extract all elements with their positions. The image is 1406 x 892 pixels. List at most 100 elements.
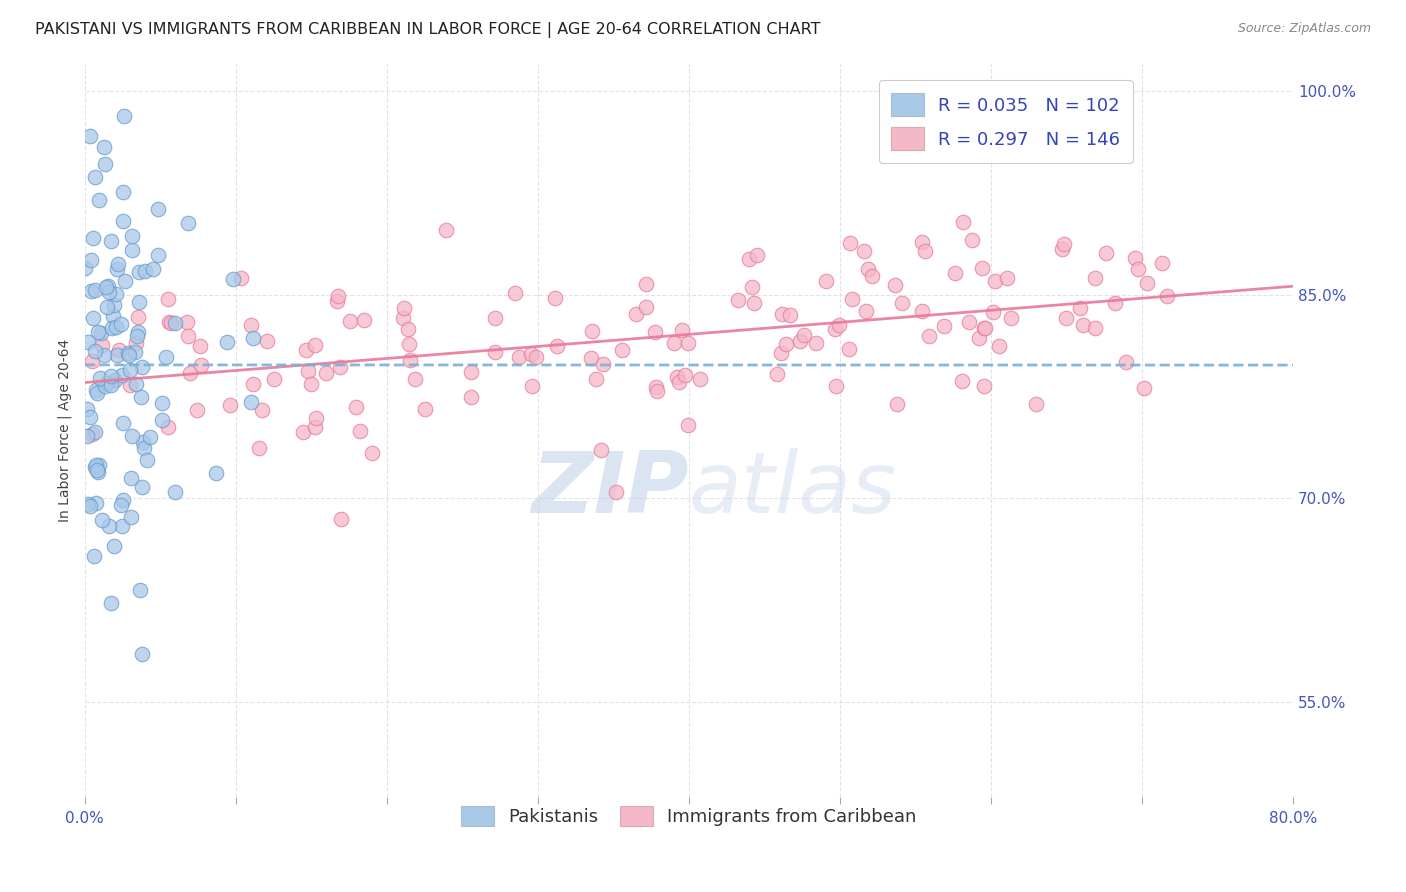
Point: [1133, 381, 1156, 395]
Point: [1000, 310, 1022, 325]
Point: [87, 193, 110, 207]
Text: atlas: atlas: [689, 448, 897, 531]
Point: [231, 271, 253, 285]
Point: [326, 293, 349, 308]
Point: [727, 293, 749, 308]
Point: [118, 348, 141, 362]
Point: [84, 383, 107, 397]
Point: [107, 257, 129, 271]
Point: [159, 316, 181, 330]
Text: Source: ZipAtlas.com: Source: ZipAtlas.com: [1237, 22, 1371, 36]
Point: [105, 261, 128, 276]
Point: [142, 262, 165, 277]
Point: [962, 233, 984, 247]
Point: [84, 458, 107, 473]
Point: [804, 335, 827, 350]
Point: [111, 519, 134, 533]
Point: [190, 359, 212, 373]
Point: [83, 169, 105, 184]
Point: [186, 403, 208, 417]
Point: [304, 419, 326, 434]
Point: [110, 498, 132, 512]
Point: [1104, 296, 1126, 310]
Point: [80, 253, 103, 268]
Point: [84, 283, 107, 297]
Point: [581, 324, 603, 338]
Point: [605, 484, 627, 499]
Point: [647, 384, 669, 398]
Point: [890, 296, 912, 310]
Point: [398, 336, 420, 351]
Point: [242, 331, 264, 345]
Point: [676, 335, 699, 350]
Point: [120, 471, 142, 485]
Point: [664, 336, 686, 351]
Point: [349, 424, 371, 438]
Text: ZIP: ZIP: [531, 448, 689, 531]
Point: [1150, 255, 1173, 269]
Point: [125, 329, 148, 343]
Point: [1095, 246, 1118, 260]
Point: [94, 379, 117, 393]
Point: [107, 348, 129, 362]
Point: [742, 296, 765, 310]
Point: [100, 378, 122, 392]
Point: [96, 301, 118, 315]
Point: [87, 325, 110, 339]
Point: [984, 274, 1007, 288]
Point: [148, 202, 170, 216]
Point: [131, 359, 153, 374]
Point: [413, 402, 436, 417]
Point: [110, 317, 132, 331]
Point: [911, 304, 934, 318]
Point: [131, 435, 153, 450]
Point: [176, 315, 198, 329]
Point: [256, 334, 278, 349]
Point: [132, 441, 155, 455]
Point: [121, 429, 143, 443]
Point: [150, 396, 173, 410]
Point: [93, 348, 115, 362]
Point: [94, 157, 117, 171]
Point: [87, 458, 110, 472]
Point: [77, 335, 100, 350]
Point: [973, 379, 995, 393]
Point: [297, 364, 319, 378]
Point: [852, 244, 875, 258]
Point: [339, 314, 361, 328]
Point: [974, 321, 997, 335]
Point: [665, 369, 688, 384]
Point: [80, 354, 103, 368]
Point: [824, 321, 846, 335]
Point: [128, 295, 150, 310]
Point: [222, 272, 245, 286]
Point: [103, 539, 125, 553]
Point: [100, 235, 122, 249]
Point: [546, 338, 568, 352]
Point: [111, 492, 134, 507]
Point: [636, 301, 658, 315]
Point: [103, 298, 125, 312]
Point: [914, 244, 936, 259]
Point: [120, 377, 142, 392]
Point: [157, 420, 180, 434]
Point: [101, 321, 124, 335]
Point: [592, 357, 614, 371]
Point: [157, 315, 180, 329]
Point: [392, 301, 415, 316]
Point: [738, 252, 761, 267]
Point: [112, 417, 135, 431]
Point: [673, 368, 696, 383]
Point: [1025, 397, 1047, 411]
Point: [789, 334, 811, 349]
Point: [950, 374, 973, 388]
Point: [353, 313, 375, 327]
Point: [76, 428, 98, 442]
Point: [1126, 262, 1149, 277]
Point: [1052, 237, 1074, 252]
Point: [129, 390, 152, 404]
Point: [945, 267, 967, 281]
Point: [741, 279, 763, 293]
Point: [124, 336, 146, 351]
Point: [131, 647, 153, 661]
